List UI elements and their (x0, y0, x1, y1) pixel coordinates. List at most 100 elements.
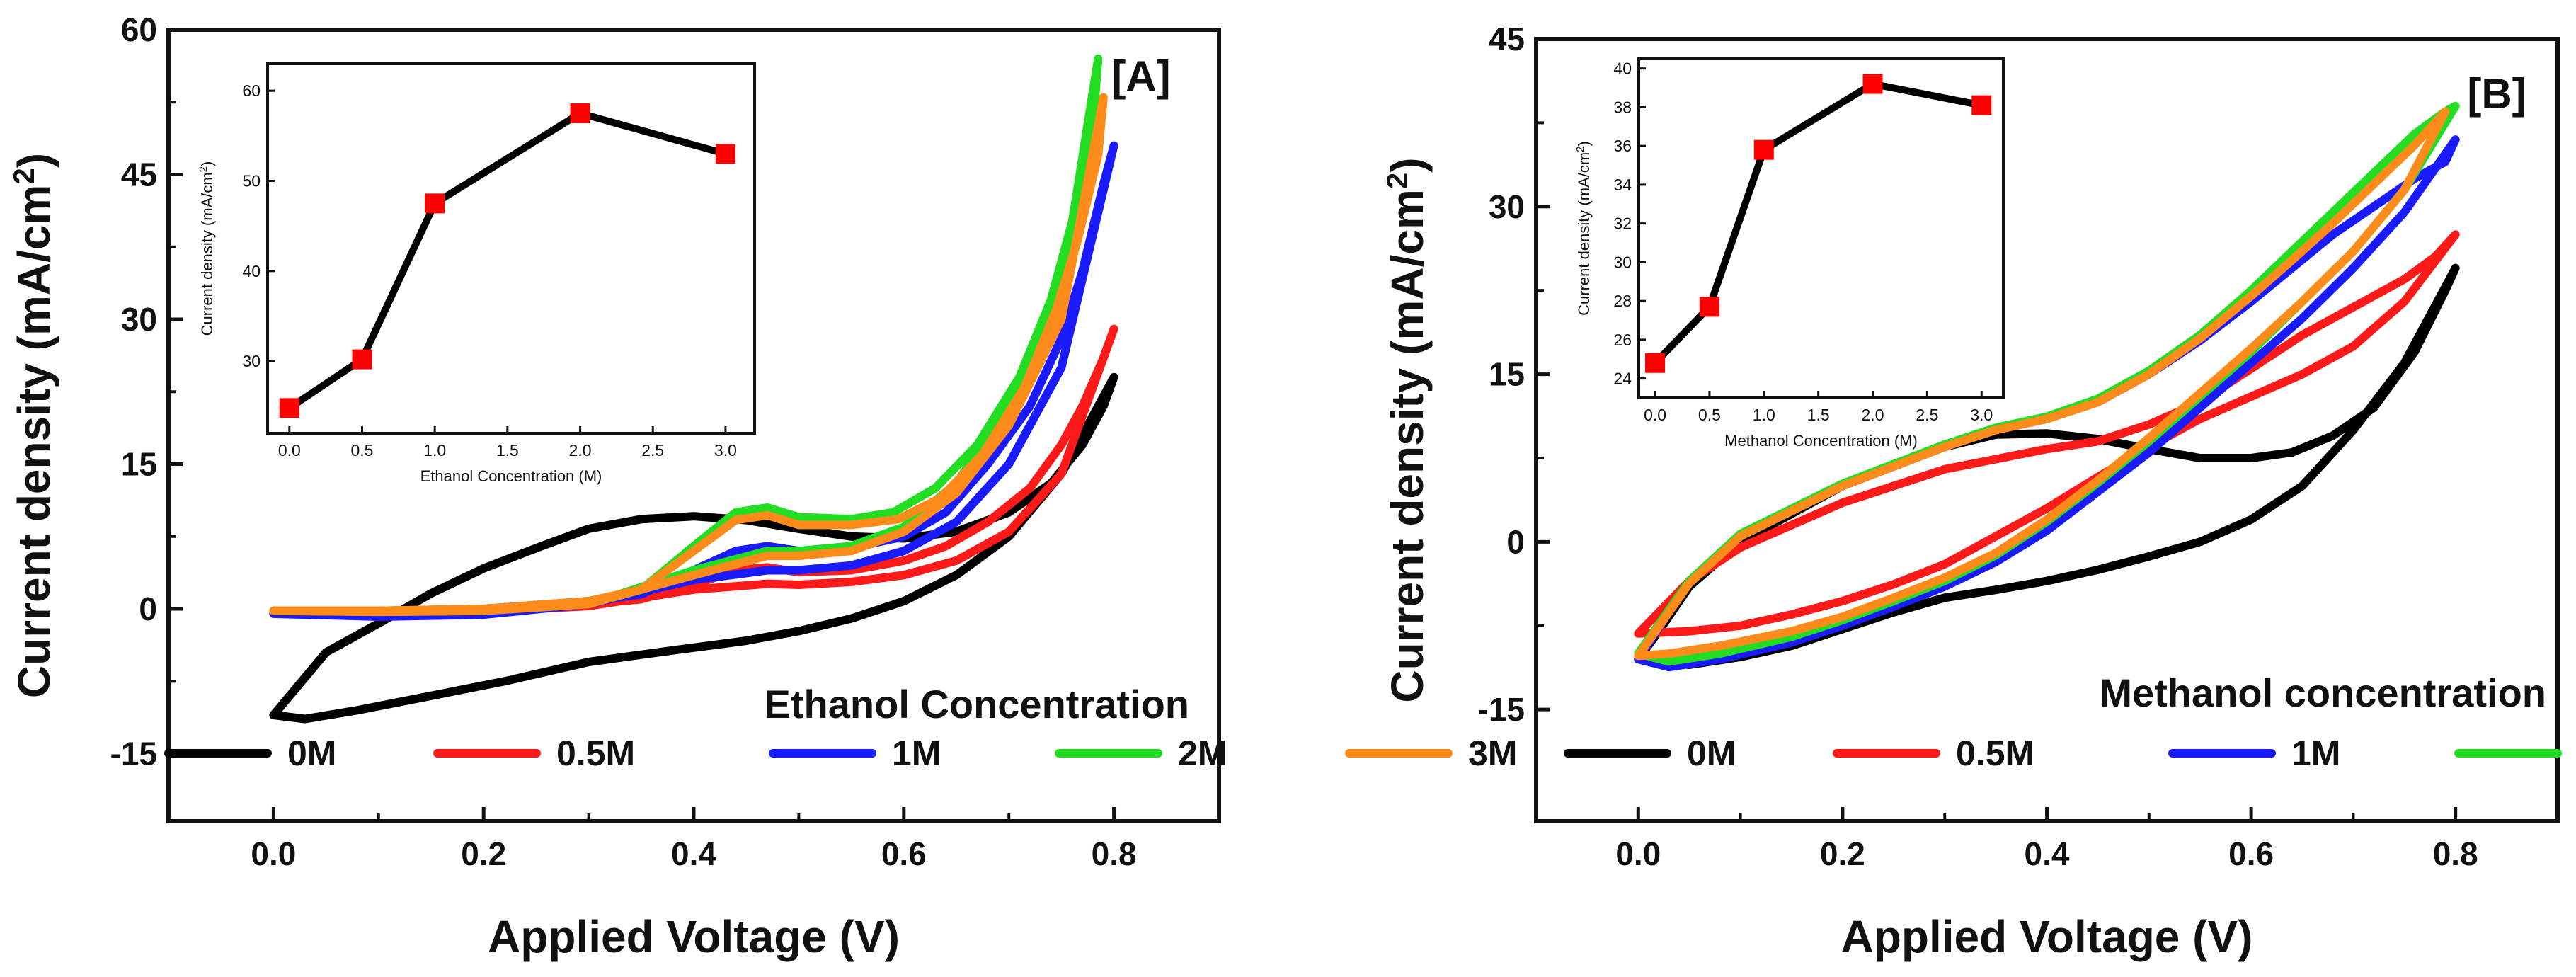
inset-data-point (715, 144, 735, 164)
inset-data-point (1753, 139, 1774, 160)
inset-y-axis-title-sup: 2 (1574, 146, 1586, 152)
inset-y-tick-label: 50 (242, 172, 261, 190)
inset-y-axis-title: Current density (mA/cm2) (1574, 141, 1593, 316)
inset-y-tick-label: 40 (1613, 59, 1632, 78)
inset-x-tick-label: 2.0 (569, 441, 592, 459)
series-line-3m (1634, 107, 2450, 661)
inset-x-axis-title: Methanol Concentration (M) (1724, 432, 1918, 450)
legend-item: 0M (1564, 733, 1736, 773)
series-line-0-5m (269, 324, 1118, 617)
inset-x-tick-label: 2.5 (1916, 406, 1938, 424)
legend-label: 0M (1687, 733, 1736, 773)
legend-label: 0.5M (1956, 733, 2034, 773)
inset-data-point (1862, 74, 1883, 94)
legend-item: 2M (1055, 733, 1227, 773)
y-axis-title-end: ) (8, 153, 59, 168)
y-axis-title-sup: 2 (7, 168, 40, 184)
inset-x-tick-label: 0.0 (278, 441, 301, 459)
x-tick-label: 0.6 (881, 835, 927, 872)
legend-item: 0.5M (1833, 733, 2034, 773)
chart-panel-b: 0.0 0.2 0.4 0.6 0.8 -15 0 15 30 45 Applied Voltage… (1380, 21, 2562, 962)
inset-y-tick-label: 26 (1613, 331, 1632, 349)
series-line-3m (269, 93, 1108, 617)
y-tick-label: -15 (110, 736, 157, 772)
x-tick-label: 0.4 (2025, 835, 2070, 872)
legend-item: 1M (769, 733, 941, 773)
inset-x-tick-label: 0.0 (1644, 406, 1666, 424)
y-axis-title: Current density (mA/cm2) (7, 153, 59, 698)
x-tick-label: 0.6 (2228, 835, 2274, 872)
y-tick-label: 0 (139, 590, 157, 627)
inset-y-tick-label: 34 (1613, 176, 1632, 194)
inset-y-axis-title-main: Current density (mA/cm (198, 172, 216, 336)
inset-data-point (1699, 297, 1719, 317)
x-tick-label: 0.4 (671, 835, 716, 872)
y-tick-label: -15 (1478, 691, 1525, 728)
series-line-0m (269, 372, 1118, 724)
inset-data-point (352, 349, 372, 370)
legend-item: 0M (164, 733, 336, 773)
y-tick-label: 0 (1506, 523, 1525, 560)
x-axis-title: Applied Voltage (V) (488, 911, 900, 962)
y-axis-title-end: ) (1382, 157, 1433, 172)
y-tick-label: 60 (121, 11, 157, 48)
x-axis-title: Applied Voltage (V) (1841, 911, 2253, 962)
inset-y-tick-label: 40 (242, 262, 261, 280)
inset-x-tick-label: 0.5 (1698, 406, 1721, 424)
inset-data-point (279, 398, 299, 418)
inset-y-tick-label: 60 (242, 81, 261, 100)
inset-x-tick-label: 1.0 (423, 441, 446, 459)
legend-label: 1M (892, 733, 941, 773)
y-tick-label: 45 (1489, 21, 1525, 57)
inset-x-tick-label: 1.5 (1807, 406, 1830, 424)
legend-item: 1M (2168, 733, 2340, 773)
series-line-0-5m (1634, 230, 2460, 638)
legend-item: 3M (1345, 733, 1517, 773)
chart-panel-a: 0.0 0.2 0.4 0.6 0.8 -15 0 15 30 45 60 Applied Volta… (7, 11, 1517, 962)
inset-y-tick-label: 32 (1613, 215, 1632, 233)
legend-label: 1M (2291, 733, 2340, 773)
legend: 0M 0.5M 1M 2M 3M (164, 733, 1517, 773)
inset-x-axis-title: Ethanol Concentration (M) (420, 467, 602, 485)
y-axis-title-main: Current density (mA/cm (1382, 189, 1433, 702)
x-tick-label: 0.8 (1092, 835, 1137, 872)
inset-x-tick-label: 2.0 (1862, 406, 1884, 424)
inset-chart: 0.0 0.5 1.0 1.5 2.0 2.5 3.0 30 40 50 60 Ethanol Con… (198, 62, 756, 485)
x-tick-label: 0.2 (461, 835, 506, 872)
annotation-text: Ethanol Concentration (765, 682, 1189, 726)
x-tick-label: 0.0 (1615, 835, 1661, 872)
inset-frame (1637, 57, 2005, 399)
legend-item: 2M (2454, 749, 2562, 758)
inset-y-axis-title-end: ) (1575, 141, 1593, 146)
inset-y-tick-label: 30 (242, 352, 261, 370)
inset-x-tick-label: 0.5 (351, 441, 374, 459)
y-tick-label: 30 (121, 301, 157, 338)
legend-item: 0.5M (433, 733, 635, 773)
inset-y-axis-title: Current density (mA/cm2) (198, 161, 216, 336)
inset-y-tick-label: 28 (1613, 292, 1632, 310)
inset-x-tick-label: 3.0 (714, 441, 737, 459)
panel-label: [B] (2467, 70, 2526, 118)
x-tick-label: 0.0 (251, 835, 296, 872)
y-tick-label: 15 (1489, 356, 1525, 393)
legend-label: 0.5M (556, 733, 635, 773)
y-tick-label: 15 (121, 446, 157, 483)
inset-data-point (1971, 95, 1992, 115)
legend-label: 2M (1178, 733, 1227, 773)
inset-y-axis-title-sup: 2 (198, 166, 210, 172)
inset-y-tick-label: 36 (1613, 137, 1632, 155)
legend-label: 3M (1468, 733, 1517, 773)
legend-label: 0M (287, 733, 336, 773)
inset-y-tick-label: 30 (1613, 253, 1632, 271)
inset-y-axis-title-main: Current density (mA/cm (1575, 152, 1593, 316)
panel-label: [A] (1111, 52, 1170, 100)
inset-x-tick-label: 1.0 (1753, 406, 1775, 424)
inset-y-tick-label: 24 (1613, 370, 1632, 388)
inset-data-point (570, 103, 590, 124)
y-axis-title-main: Current density (mA/cm (8, 185, 59, 698)
annotation-text: Methanol concentration (2099, 670, 2546, 715)
y-tick-label: 30 (1489, 188, 1525, 225)
y-axis-title-sup: 2 (1380, 173, 1414, 189)
